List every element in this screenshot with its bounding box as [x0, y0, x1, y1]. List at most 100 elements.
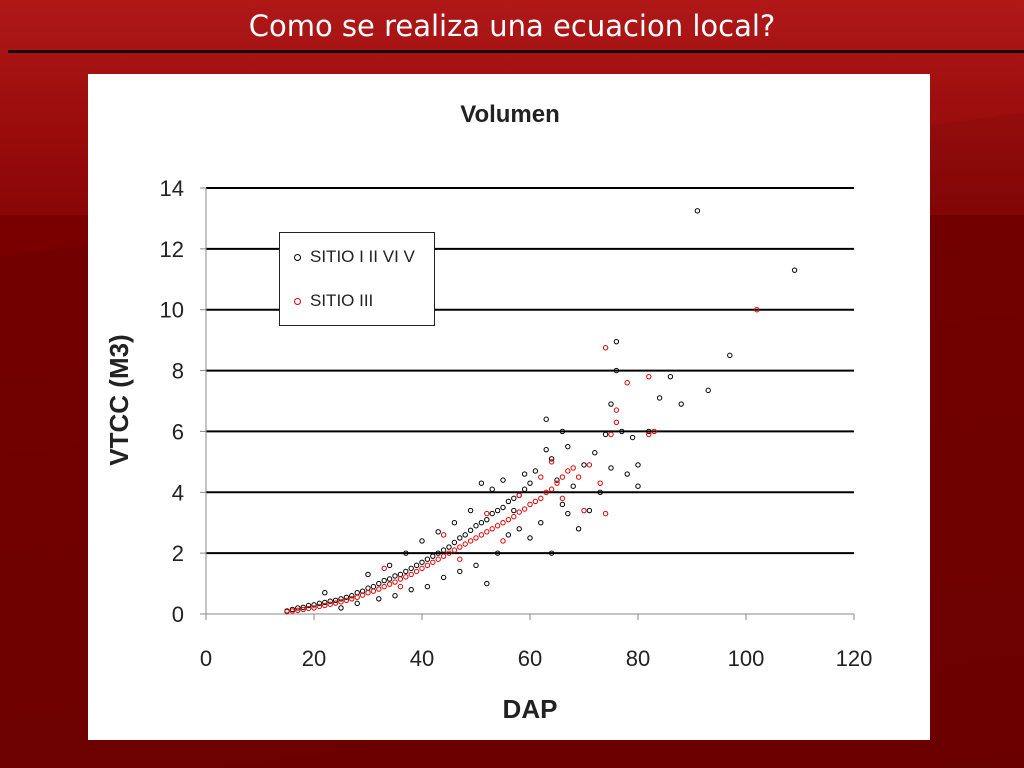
point-series-1	[494, 550, 501, 556]
point-series-2	[332, 600, 339, 606]
point-series-2	[473, 535, 479, 541]
point-series-1	[548, 456, 555, 462]
point-series-1	[565, 443, 571, 450]
point-series-1	[386, 576, 393, 582]
point-series-1	[559, 501, 566, 508]
point-series-2	[408, 571, 414, 578]
point-series-1	[322, 599, 328, 606]
point-series-2	[505, 516, 512, 523]
point-series-2	[570, 465, 576, 471]
point-series-1	[592, 450, 598, 456]
point-series-2	[602, 345, 609, 351]
x-tick-label: 80	[626, 646, 650, 671]
point-series-2	[559, 495, 566, 502]
point-series-2	[559, 474, 566, 480]
point-series-2	[457, 556, 463, 562]
point-series-1	[403, 550, 409, 556]
point-series-2	[484, 510, 490, 517]
point-series-2	[457, 544, 463, 550]
point-series-1	[500, 504, 506, 511]
point-series-2	[338, 599, 344, 605]
point-series-1	[424, 556, 431, 562]
point-series-1	[419, 538, 425, 544]
point-series-1	[646, 428, 652, 435]
point-series-1	[473, 523, 479, 529]
x-tick-label: 100	[728, 646, 765, 671]
x-tick-label: 0	[200, 646, 212, 671]
point-series-2	[462, 541, 468, 547]
title-divider	[8, 50, 1024, 53]
point-series-2	[554, 480, 560, 486]
point-series-1	[484, 516, 490, 523]
point-series-2	[543, 489, 549, 495]
point-series-1	[457, 568, 463, 575]
point-series-2	[624, 380, 630, 386]
point-series-2	[430, 559, 436, 565]
point-series-1	[376, 580, 382, 587]
point-series-2	[300, 606, 306, 613]
point-series-2	[440, 532, 447, 538]
point-series-1	[413, 562, 420, 569]
point-series-1	[619, 428, 625, 435]
point-series-1	[629, 434, 636, 441]
point-series-1	[527, 535, 533, 541]
point-series-2	[565, 468, 571, 474]
point-series-1	[322, 590, 328, 596]
point-series-2	[397, 583, 404, 590]
point-series-1	[457, 535, 463, 541]
point-series-1	[521, 471, 528, 477]
point-series-2	[516, 509, 522, 515]
point-series-2	[538, 474, 544, 480]
point-series-1	[559, 428, 566, 435]
point-series-1	[365, 585, 371, 591]
point-series-2	[295, 607, 301, 614]
point-series-2	[613, 407, 620, 413]
point-series-1	[354, 590, 360, 596]
point-series-1	[473, 562, 479, 569]
point-series-2	[311, 605, 317, 611]
point-series-2	[597, 480, 603, 486]
point-series-1	[667, 373, 674, 380]
point-series-2	[527, 501, 533, 508]
point-series-1	[527, 480, 533, 486]
point-series-1	[635, 462, 641, 468]
x-tick-label: 60	[518, 646, 542, 671]
point-series-2	[532, 498, 539, 505]
point-series-1	[440, 547, 447, 553]
point-series-1	[608, 465, 614, 471]
point-series-2	[489, 526, 495, 532]
legend-item-series-2: SITIO III	[294, 289, 373, 313]
point-series-1	[511, 495, 517, 502]
point-series-1	[511, 507, 517, 514]
point-series-1	[316, 600, 323, 607]
point-series-1	[602, 431, 609, 438]
point-series-2	[316, 603, 323, 610]
point-series-2	[575, 474, 582, 480]
point-series-1	[521, 486, 528, 492]
point-series-1	[305, 602, 312, 609]
point-series-2	[446, 550, 452, 556]
point-series-2	[602, 510, 609, 517]
point-series-1	[505, 498, 512, 505]
point-series-2	[284, 608, 290, 615]
point-series-2	[354, 594, 360, 600]
point-series-1	[575, 526, 582, 532]
point-series-1	[678, 401, 684, 407]
point-series-2	[419, 565, 425, 572]
point-series-2	[424, 562, 431, 569]
point-series-1	[543, 446, 549, 453]
point-series-2	[651, 428, 657, 435]
point-series-1	[332, 597, 339, 604]
point-series-1	[613, 338, 620, 345]
point-series-1	[727, 352, 733, 359]
point-series-1	[586, 507, 593, 514]
point-series-2	[451, 547, 458, 553]
point-series-2	[511, 513, 517, 520]
point-series-2	[500, 538, 506, 544]
point-series-1	[478, 520, 485, 526]
point-series-1	[705, 387, 711, 394]
point-series-1	[694, 208, 701, 214]
point-series-2	[484, 529, 490, 535]
point-series-2	[467, 538, 474, 544]
